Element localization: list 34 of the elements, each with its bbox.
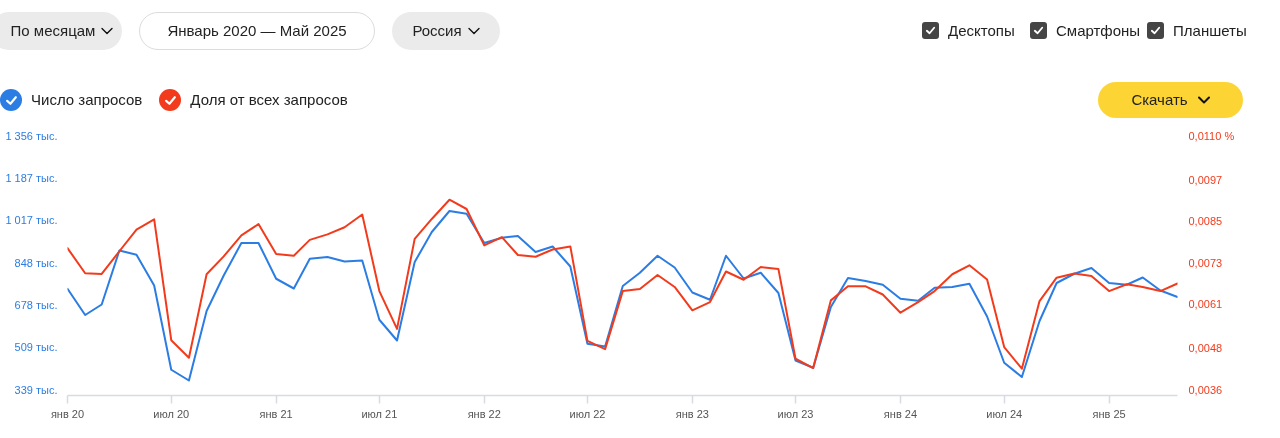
- y-tick-label: 509 тыс.: [14, 341, 58, 354]
- x-tick-label: июл 21: [361, 407, 398, 420]
- y-tick-label: 678 тыс.: [14, 299, 58, 311]
- y-tick-label: 1 017 тыс.: [5, 214, 58, 227]
- x-tick-label: янв 23: [675, 407, 709, 420]
- x-tick-label: июл 23: [777, 407, 814, 420]
- y2-tick-label: 0,0073: [1188, 256, 1223, 269]
- text: Скачать: [1131, 90, 1188, 111]
- text: Россия: [412, 21, 462, 42]
- x-tick-label: янв 24: [883, 407, 918, 420]
- y2-tick-label: 0,0097: [1188, 174, 1223, 187]
- text: Смартфоны: [1056, 20, 1141, 41]
- x-tick-label: июл 20: [153, 407, 190, 420]
- y2-tick-label: 0,0110 %: [1188, 129, 1235, 142]
- x-tick-label: янв 20: [50, 407, 85, 420]
- y-tick-label: 339 тыс.: [14, 383, 58, 396]
- text: Январь 2020 — Май 2025: [167, 21, 347, 42]
- y-tick-label: 848 тыс.: [14, 256, 58, 269]
- x-tick-label: янв 22: [467, 407, 501, 420]
- x-tick-label: янв 21: [259, 407, 293, 420]
- legend-label: Число запросов: [31, 90, 143, 111]
- y2-tick-label: 0,0085: [1188, 215, 1223, 228]
- y2-tick-label: 0,0061: [1188, 297, 1223, 310]
- legend-label: Доля от всех запросов: [190, 90, 348, 111]
- y-tick-label: 1 187 тыс.: [5, 171, 58, 184]
- text: По месяцам: [10, 21, 96, 42]
- y2-tick-label: 0,0036: [1188, 383, 1223, 396]
- text: Планшеты: [1173, 20, 1247, 41]
- y-tick-label: 1 356 тыс.: [5, 129, 58, 142]
- x-tick-label: янв 25: [1092, 407, 1126, 420]
- x-tick-label: июл 22: [569, 407, 606, 420]
- y2-tick-label: 0,0048: [1188, 342, 1223, 355]
- text: Десктопы: [948, 20, 1015, 41]
- x-tick-label: июл 24: [986, 407, 1023, 420]
